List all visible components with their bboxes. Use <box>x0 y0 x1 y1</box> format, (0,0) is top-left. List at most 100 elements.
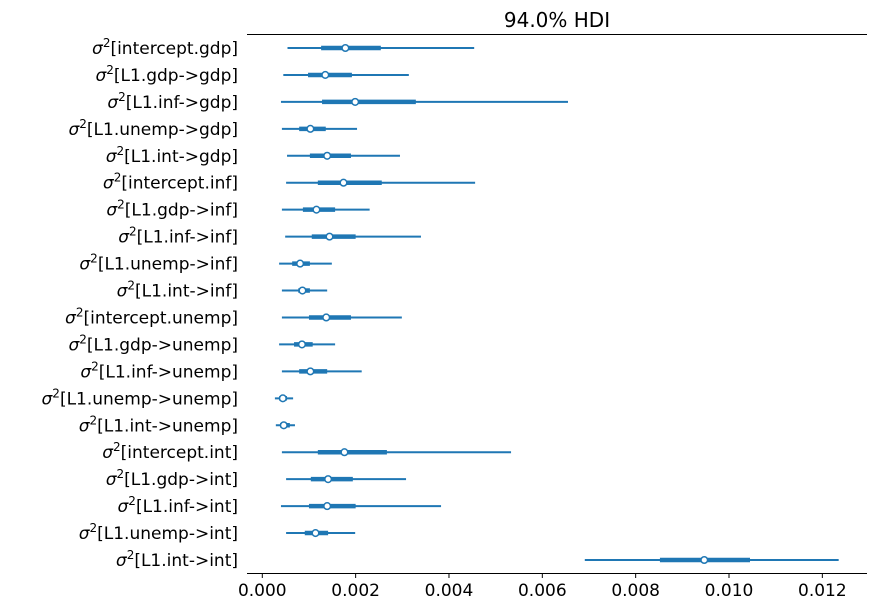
row-label: σ2[L1.int->int] <box>116 548 238 571</box>
row-label: σ2[L1.inf->gdp] <box>107 90 238 113</box>
param-exponent: 2 <box>52 386 60 400</box>
param-exponent: 2 <box>116 144 124 158</box>
param-index: [L1.inf->inf] <box>137 228 238 248</box>
row-label: σ2[L1.unemp->gdp] <box>69 117 239 140</box>
forest-row: σ2[L1.int->gdp] <box>106 144 400 167</box>
param-exponent: 2 <box>127 548 135 562</box>
median-point <box>325 232 334 241</box>
param-index: [L1.gdp->int] <box>124 470 238 490</box>
forest-row: σ2[L1.unemp->inf] <box>79 252 332 275</box>
param-symbol: σ <box>80 362 92 382</box>
forest-row: σ2[L1.unemp->gdp] <box>69 117 358 140</box>
median-point <box>311 529 320 538</box>
param-index: [intercept.unemp] <box>83 308 238 328</box>
median-point <box>351 97 360 106</box>
param-symbol: σ <box>103 174 115 194</box>
param-exponent: 2 <box>90 521 98 535</box>
param-symbol: σ <box>79 524 91 544</box>
median-point <box>341 43 350 53</box>
param-exponent: 2 <box>91 359 99 373</box>
param-exponent: 2 <box>114 171 122 185</box>
median-point <box>322 313 331 322</box>
param-index: [L1.int->int] <box>134 551 238 571</box>
median-point <box>339 178 348 187</box>
row-label: σ2[L1.unemp->int] <box>79 521 238 544</box>
param-index: [L1.unemp->inf] <box>98 255 238 275</box>
forest-row: σ2[intercept.unemp] <box>65 305 402 328</box>
param-exponent: 2 <box>79 117 87 131</box>
forest-row: σ2[intercept.gdp] <box>92 36 475 59</box>
param-exponent: 2 <box>79 332 87 346</box>
param-exponent: 2 <box>76 305 84 319</box>
median-point <box>340 448 349 457</box>
param-index: [intercept.inf] <box>121 174 238 194</box>
row-label: σ2[L1.gdp->int] <box>106 467 238 490</box>
row-label: σ2[L1.unemp->unemp] <box>42 386 238 409</box>
chart-title: 94.0% HDI <box>504 8 610 32</box>
param-symbol: σ <box>79 255 91 275</box>
forest-row: σ2[L1.int->unemp] <box>79 413 295 436</box>
x-tick-label: 0.010 <box>705 581 754 601</box>
row-label: σ2[L1.unemp->inf] <box>79 252 238 275</box>
row-label: σ2[L1.inf->inf] <box>118 225 238 248</box>
param-symbol: σ <box>118 497 130 517</box>
forest-row: σ2[L1.inf->inf] <box>118 225 421 248</box>
param-exponent: 2 <box>90 413 98 427</box>
median-point <box>296 259 305 268</box>
param-index: [L1.inf->unemp] <box>99 362 238 382</box>
forest-rows: σ2[intercept.gdp]σ2[L1.gdp->gdp]σ2[L1.in… <box>42 36 839 571</box>
forest-row: σ2[L1.unemp->unemp] <box>42 386 294 409</box>
param-exponent: 2 <box>129 225 137 239</box>
param-symbol: σ <box>102 443 114 463</box>
median-point <box>323 502 332 511</box>
median-point <box>700 555 709 565</box>
x-axis-ticks: 0.000 0.002 0.004 0.006 0.008 0.010 0.012 <box>238 573 847 601</box>
forest-row: σ2[intercept.inf] <box>103 171 476 194</box>
param-index: [intercept.int] <box>121 443 238 463</box>
median-point <box>306 367 315 376</box>
param-symbol: σ <box>106 147 118 167</box>
row-label: σ2[intercept.int] <box>102 440 238 463</box>
median-point <box>306 124 315 133</box>
median-point <box>323 151 332 160</box>
x-tick-label: 0.000 <box>238 581 287 601</box>
param-exponent: 2 <box>117 198 125 212</box>
param-exponent: 2 <box>118 90 126 104</box>
forest-row: σ2[intercept.int] <box>102 440 512 463</box>
param-exponent: 2 <box>113 440 121 454</box>
param-index: [intercept.gdp] <box>110 39 238 59</box>
x-tick-label: 0.008 <box>611 581 660 601</box>
x-tick-label: 0.004 <box>425 581 474 601</box>
row-label: σ2[L1.int->gdp] <box>106 144 238 167</box>
param-symbol: σ <box>106 201 118 221</box>
param-symbol: σ <box>42 389 54 409</box>
forest-row: σ2[L1.int->inf] <box>117 279 328 302</box>
param-symbol: σ <box>106 470 118 490</box>
param-exponent: 2 <box>116 467 124 481</box>
forest-row: σ2[L1.gdp->unemp] <box>69 332 336 355</box>
param-symbol: σ <box>79 416 91 436</box>
param-index: [L1.int->gdp] <box>124 147 238 167</box>
row-label: σ2[intercept.gdp] <box>92 36 238 59</box>
param-symbol: σ <box>65 308 77 328</box>
row-label: σ2[intercept.inf] <box>103 171 238 194</box>
param-exponent: 2 <box>128 494 136 508</box>
param-symbol: σ <box>118 228 130 248</box>
row-label: σ2[L1.gdp->inf] <box>106 198 238 221</box>
param-index: [L1.unemp->unemp] <box>60 389 238 409</box>
param-symbol: σ <box>69 120 81 140</box>
forest-row: σ2[L1.int->int] <box>116 548 839 571</box>
param-index: [L1.int->inf] <box>135 282 238 302</box>
forest-row: σ2[L1.unemp->int] <box>79 521 356 544</box>
param-symbol: σ <box>69 335 81 355</box>
param-exponent: 2 <box>127 279 135 293</box>
param-index: [L1.gdp->unemp] <box>87 335 238 355</box>
row-label: σ2[L1.int->unemp] <box>79 413 238 436</box>
param-index: [L1.gdp->inf] <box>125 201 238 221</box>
param-symbol: σ <box>92 39 104 59</box>
param-exponent: 2 <box>90 252 98 266</box>
forest-row: σ2[L1.inf->unemp] <box>80 359 362 382</box>
param-index: [L1.unemp->gdp] <box>87 120 238 140</box>
x-tick-label: 0.002 <box>331 581 380 601</box>
